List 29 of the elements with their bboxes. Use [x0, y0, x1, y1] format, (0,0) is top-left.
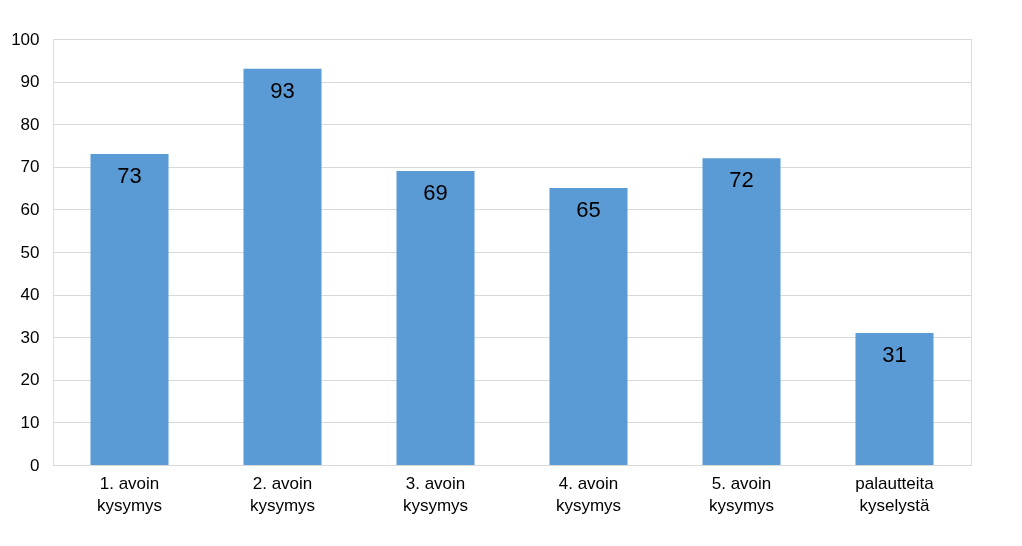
x-tick-label: 3. avoin kysymys	[402, 473, 469, 515]
x-tick-label: 5. avoin kysymys	[708, 473, 775, 515]
y-tick-label: 80	[20, 114, 40, 134]
y-tick-label: 50	[20, 242, 40, 262]
data-label: 69	[423, 180, 448, 206]
y-tick-label: 90	[20, 72, 40, 92]
bar	[90, 154, 169, 465]
x-tick-label: 4. avoin kysymys	[555, 473, 622, 515]
y-tick-label: 40	[20, 285, 40, 305]
data-label: 72	[729, 167, 754, 193]
y-tick-label: 60	[20, 199, 40, 219]
bar	[243, 68, 322, 465]
bar	[702, 158, 781, 465]
x-tick-label: 1. avoin kysymys	[96, 473, 163, 515]
bar	[549, 188, 628, 465]
bar	[855, 332, 934, 465]
y-tick-label: 70	[20, 157, 40, 177]
y-tick-label: 100	[11, 29, 40, 49]
data-label: 31	[882, 341, 907, 367]
x-tick-label: 2. avoin kysymys	[249, 473, 316, 515]
bar	[396, 171, 475, 465]
data-label: 65	[576, 197, 601, 223]
y-tick-label: 10	[20, 412, 40, 432]
x-tick-label: palautteita kyselystä	[855, 473, 935, 515]
y-tick-label: 30	[20, 327, 40, 347]
data-label: 93	[270, 77, 295, 103]
data-label: 73	[117, 163, 142, 189]
y-tick-label: 0	[30, 455, 40, 475]
y-tick-label: 20	[20, 370, 40, 390]
